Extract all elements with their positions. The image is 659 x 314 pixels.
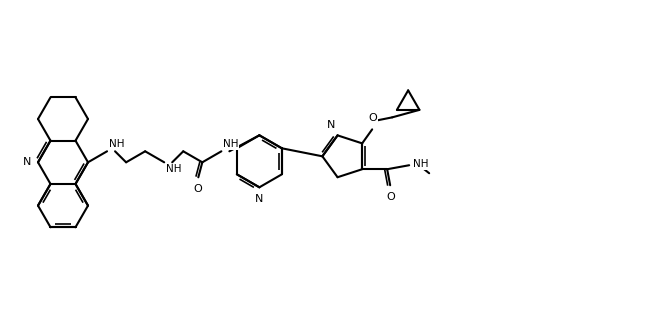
Text: N: N [328, 120, 335, 130]
Text: NH: NH [223, 139, 239, 149]
Text: N: N [22, 157, 31, 167]
Text: N: N [255, 194, 264, 204]
Text: NH: NH [166, 164, 182, 174]
Text: NH: NH [413, 159, 428, 169]
Text: NH: NH [109, 139, 125, 149]
Text: O: O [369, 113, 378, 123]
Text: O: O [193, 184, 202, 194]
Text: O: O [387, 192, 395, 202]
